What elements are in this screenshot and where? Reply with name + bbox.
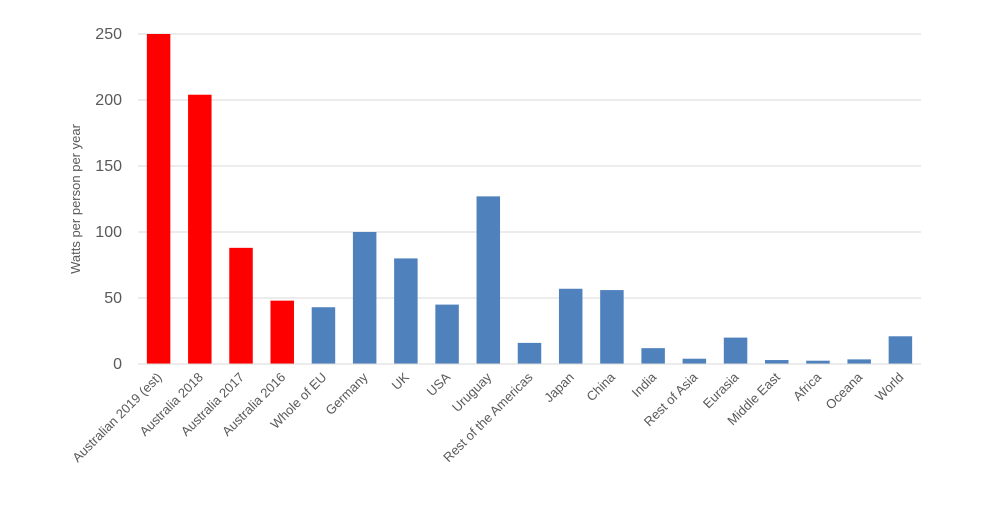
bar bbox=[188, 94, 212, 364]
x-tick-label: Oceana bbox=[822, 369, 865, 412]
bar bbox=[765, 360, 789, 364]
bar bbox=[806, 360, 830, 364]
x-tick-label: World bbox=[872, 370, 906, 404]
bar bbox=[435, 304, 459, 364]
bar bbox=[517, 342, 542, 364]
bar bbox=[394, 258, 418, 364]
bar bbox=[641, 348, 665, 364]
bar bbox=[558, 288, 583, 364]
x-tick-label: China bbox=[583, 369, 618, 404]
bar bbox=[888, 336, 913, 364]
y-axis-title: Watts per person per year bbox=[68, 123, 83, 273]
bar bbox=[847, 359, 871, 364]
x-tick-label: Japan bbox=[541, 370, 577, 406]
bar bbox=[311, 307, 336, 364]
bar bbox=[682, 358, 707, 364]
y-tick-label: 200 bbox=[95, 92, 122, 109]
x-axis-ticks: Australian 2019 (est)Australia 2018Austr… bbox=[69, 369, 906, 465]
x-tick-label: India bbox=[629, 369, 660, 400]
x-tick-label: Africa bbox=[790, 369, 825, 404]
y-tick-label: 100 bbox=[95, 224, 122, 241]
bar bbox=[352, 232, 377, 364]
bars bbox=[146, 34, 913, 364]
bar bbox=[270, 300, 294, 364]
bar bbox=[600, 290, 624, 364]
y-tick-label: 50 bbox=[104, 290, 122, 307]
x-tick-label: USA bbox=[424, 369, 454, 399]
bar bbox=[723, 337, 748, 364]
y-tick-label: 0 bbox=[113, 356, 122, 373]
y-tick-label: 150 bbox=[95, 158, 122, 175]
x-tick-label: Germany bbox=[322, 369, 371, 418]
y-axis-ticks: 0 50 100 150 200 250 bbox=[95, 26, 122, 373]
y-tick-label: 250 bbox=[95, 26, 122, 43]
bar bbox=[229, 247, 253, 364]
x-tick-label: UK bbox=[389, 369, 413, 393]
bar bbox=[476, 196, 501, 364]
gridlines bbox=[138, 33, 921, 299]
bar bbox=[146, 34, 171, 364]
